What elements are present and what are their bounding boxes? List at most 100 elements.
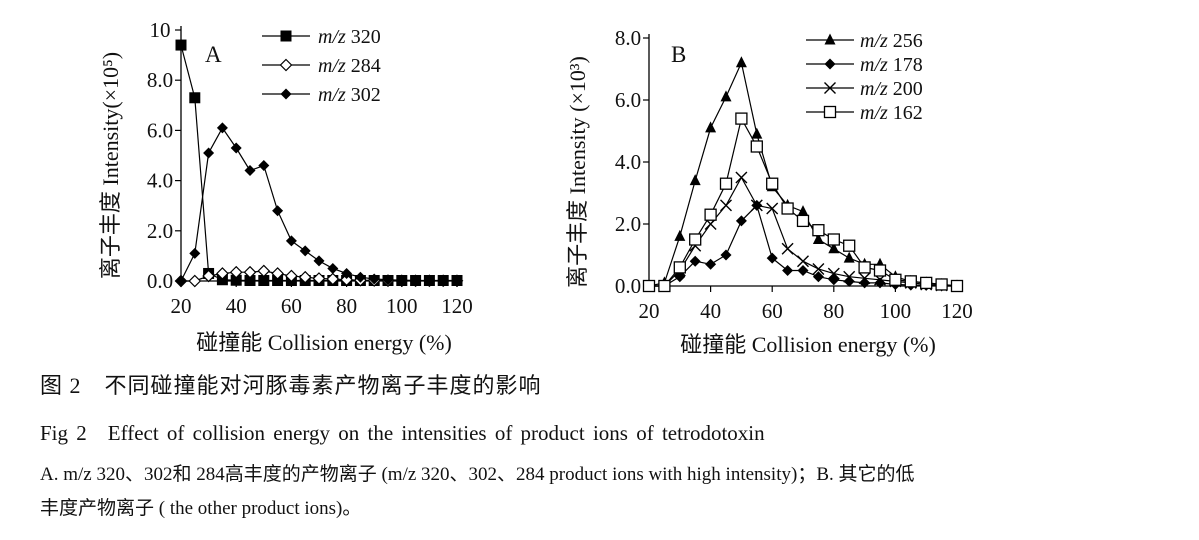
data-point — [735, 171, 748, 184]
data-point — [298, 270, 312, 284]
data-point — [750, 140, 763, 153]
x-tick-label: 120 — [441, 294, 473, 318]
panel-label: A — [205, 42, 222, 67]
data-point — [935, 278, 948, 291]
data-point — [873, 264, 887, 277]
data-point — [216, 122, 228, 134]
data-point — [175, 39, 187, 51]
data-point — [751, 127, 763, 139]
chart-panel-a: 0.0 2.0 4.0 6.0 8.0 10 20 40 60 80 100 120 碰撞能 Colli… — [98, 18, 473, 355]
data-point — [735, 112, 748, 125]
data-point — [828, 242, 840, 254]
data-point — [451, 275, 463, 287]
caption-note-line-2: 丰度产物离子 ( the other product ions)。 — [40, 498, 362, 519]
data-point — [704, 208, 717, 221]
legend-entry: m/z 200 — [806, 78, 923, 100]
legend-marker — [280, 30, 292, 42]
data-point — [858, 261, 871, 274]
data-point — [720, 199, 732, 212]
y-tick-label: 6.0 — [147, 118, 173, 142]
data-point — [368, 273, 380, 285]
data-point — [642, 279, 656, 293]
data-point — [843, 239, 856, 252]
x-tick-label: 60 — [762, 299, 783, 323]
data-point — [229, 265, 243, 279]
data-point — [175, 275, 187, 287]
legend-marker — [823, 105, 837, 119]
y-tick-label: 8.0 — [147, 68, 173, 92]
data-point — [341, 267, 353, 279]
legend-entry: m/z 178 — [806, 54, 923, 76]
data-point — [920, 276, 933, 290]
data-point — [812, 262, 825, 275]
caption-english: Fig 2 Effect of collision energy on the … — [40, 421, 765, 445]
data-point — [735, 56, 747, 68]
data-point — [271, 267, 284, 280]
data-point — [750, 199, 763, 212]
x-tick-label: 80 — [823, 299, 844, 323]
series-m-z-302 — [175, 122, 463, 287]
data-point — [673, 261, 686, 274]
data-point — [244, 274, 256, 286]
data-point — [689, 233, 702, 246]
legend-marker — [824, 33, 836, 45]
x-tick-label: 20 — [171, 294, 192, 318]
y-tick-label: 0.0 — [147, 269, 173, 293]
data-point — [285, 235, 297, 247]
data-point — [735, 215, 747, 227]
y-tick-label: 6.0 — [615, 88, 641, 112]
y-tick-label: 0.0 — [615, 274, 641, 298]
legend-label: m/z 162 — [860, 102, 923, 124]
caption-chinese: 图 2 不同碰撞能对河豚毒素产物离子丰度的影响 — [40, 373, 542, 398]
data-point — [766, 177, 779, 190]
series-line — [180, 44, 457, 282]
data-point — [781, 242, 794, 255]
x-tick-label: 120 — [941, 299, 973, 323]
legend-entry: m/z 302 — [262, 84, 381, 106]
data-point — [410, 274, 422, 286]
data-point — [904, 275, 917, 288]
data-point — [889, 273, 902, 286]
data-point — [285, 269, 298, 283]
legend-marker — [279, 58, 293, 72]
x-tick-label: 40 — [700, 299, 721, 323]
y-tick-label: 2.0 — [147, 219, 173, 243]
data-point — [705, 258, 717, 270]
data-point — [766, 252, 778, 264]
data-point — [796, 214, 810, 228]
data-point — [244, 165, 256, 177]
x-tick-label: 60 — [281, 294, 302, 318]
x-tick-label: 20 — [639, 299, 660, 323]
x-tick-label: 40 — [226, 294, 247, 318]
data-point — [720, 90, 732, 102]
legend-label: m/z 320 — [318, 26, 381, 48]
data-point — [812, 224, 825, 237]
legend-marker — [824, 58, 836, 70]
data-point — [340, 273, 353, 287]
data-point — [257, 264, 271, 278]
data-point — [719, 177, 733, 190]
data-point — [720, 249, 732, 261]
data-point — [797, 205, 809, 217]
data-point — [202, 269, 215, 283]
data-point — [326, 272, 340, 286]
data-point — [203, 147, 215, 159]
data-point — [272, 205, 284, 217]
data-point — [423, 275, 435, 287]
y-tick-label: 2.0 — [615, 212, 641, 236]
legend-marker — [824, 82, 836, 94]
data-point — [272, 274, 284, 286]
data-point — [674, 229, 686, 241]
x-tick-label: 80 — [336, 294, 357, 318]
panel-label: B — [671, 42, 686, 67]
data-point — [258, 160, 270, 172]
data-point — [828, 274, 840, 286]
data-point — [797, 265, 809, 276]
y-tick-label: 8.0 — [615, 26, 641, 50]
data-point — [812, 271, 824, 283]
data-point — [689, 174, 701, 186]
data-point — [396, 274, 408, 286]
x-axis-label: 碰撞能 Collision energy (%) — [680, 332, 936, 357]
legend-entry: m/z 284 — [262, 55, 381, 77]
data-point — [382, 274, 394, 286]
